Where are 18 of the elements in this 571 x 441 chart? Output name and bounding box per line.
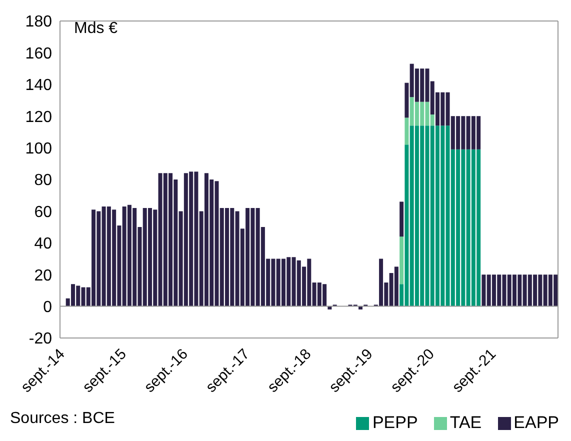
y-tick-label: 160 [25,45,52,62]
y-tick-label: 80 [34,172,52,190]
y-tick-label: 60 [34,204,52,221]
y-tick-label: 20 [34,267,52,284]
y-tick-label: 100 [25,140,52,158]
annotation: Mds € [74,20,118,38]
bar [400,236,404,284]
y-tick-label: -20 [28,330,52,348]
y-tick-label: 40 [34,236,52,253]
source-note: Sources : BCE [10,410,115,428]
legend-label: TAE [450,413,482,433]
y-tick-label: 140 [25,77,52,94]
bar [400,202,404,237]
legend-label: EAPP [514,413,559,433]
y-tick-label: 180 [25,14,52,31]
y-tick-label: 0 [43,298,52,316]
y-tick-label: 120 [25,108,52,126]
legend-label: PEPP [372,413,418,433]
